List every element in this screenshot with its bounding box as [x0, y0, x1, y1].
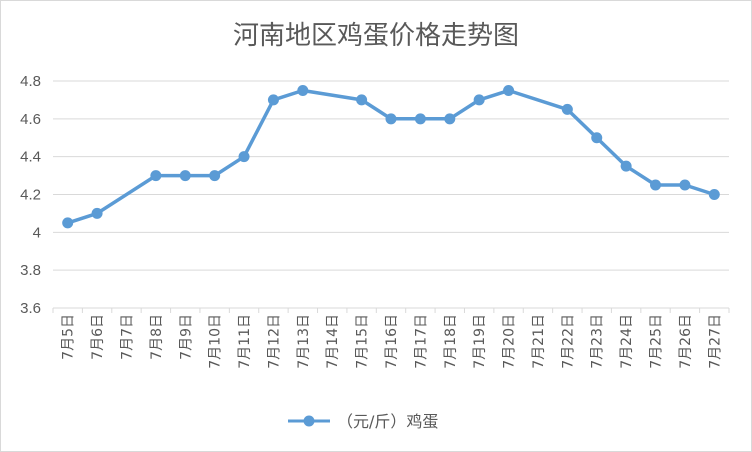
series-line	[62, 84, 720, 229]
x-tick-label: 7月10日	[208, 314, 224, 369]
x-tick-label: 7月17日	[413, 314, 429, 369]
x-tick-label: 7月19日	[472, 314, 488, 369]
data-point	[650, 179, 662, 191]
data-point	[561, 103, 573, 115]
y-tick-label: 4.4	[20, 149, 41, 166]
x-tick-label: 7月21日	[531, 314, 547, 369]
y-tick-label: 4.6	[20, 111, 41, 128]
data-point	[62, 217, 74, 229]
x-tick-label: 7月6日	[90, 314, 106, 360]
data-point	[267, 94, 279, 106]
y-tick-label: 4.8	[20, 73, 41, 90]
legend: （元/斤）鸡蛋	[288, 412, 438, 431]
x-tick-label: 7月15日	[355, 314, 371, 369]
x-tick-label: 7月23日	[590, 314, 606, 369]
data-point	[179, 170, 191, 182]
data-point	[473, 94, 485, 106]
y-tick-label: 4.2	[20, 187, 41, 204]
data-point	[209, 170, 221, 182]
x-tick-label: 7月26日	[678, 314, 694, 369]
x-tick-label: 7月14日	[325, 314, 341, 369]
data-point	[91, 207, 103, 219]
x-tick-label: 7月27日	[707, 314, 723, 369]
y-tick-label: 3.8	[20, 262, 41, 279]
x-axis: 7月5日 7月6日 7月7日 7月8日 7月9日 7月10日 7月11日 7月12日 7月13日…	[52, 307, 730, 369]
data-point	[591, 132, 603, 144]
data-point	[503, 84, 515, 96]
data-point	[238, 151, 250, 163]
x-tick-label: 7月5日	[61, 314, 77, 360]
chart-title: 河南地区鸡蛋价格走势图	[233, 21, 519, 51]
x-tick-label: 7月22日	[560, 314, 576, 369]
legend-label: （元/斤）鸡蛋	[337, 412, 438, 431]
data-point	[150, 170, 162, 182]
y-tick-label: 3.6	[20, 300, 41, 317]
data-point	[708, 189, 720, 200]
x-tick-label: 7月13日	[296, 314, 312, 369]
data-point	[444, 113, 456, 125]
x-tick-label: 7月9日	[178, 314, 194, 360]
x-tick-label: 7月11日	[237, 314, 253, 369]
x-tick-label: 7月18日	[443, 314, 459, 369]
x-tick-label: 7月25日	[649, 314, 665, 369]
data-point	[620, 160, 632, 172]
legend-marker-swatch	[303, 415, 315, 427]
data-point	[414, 113, 426, 125]
x-tick-label: 7月24日	[619, 314, 635, 369]
x-tick-label: 7月16日	[384, 314, 400, 369]
x-tick-label: 7月8日	[149, 314, 165, 360]
data-point	[385, 113, 397, 125]
data-point	[356, 94, 368, 106]
y-axis-ticks: 3.6 3.8 4 4.2 4.4 4.6 4.8	[20, 73, 41, 317]
x-tick-label: 7月12日	[266, 314, 282, 369]
y-tick-label: 4	[33, 224, 41, 241]
data-point	[679, 179, 691, 191]
x-tick-label: 7月20日	[502, 314, 518, 369]
x-tick-label: 7月7日	[119, 314, 135, 360]
data-point	[297, 84, 309, 96]
